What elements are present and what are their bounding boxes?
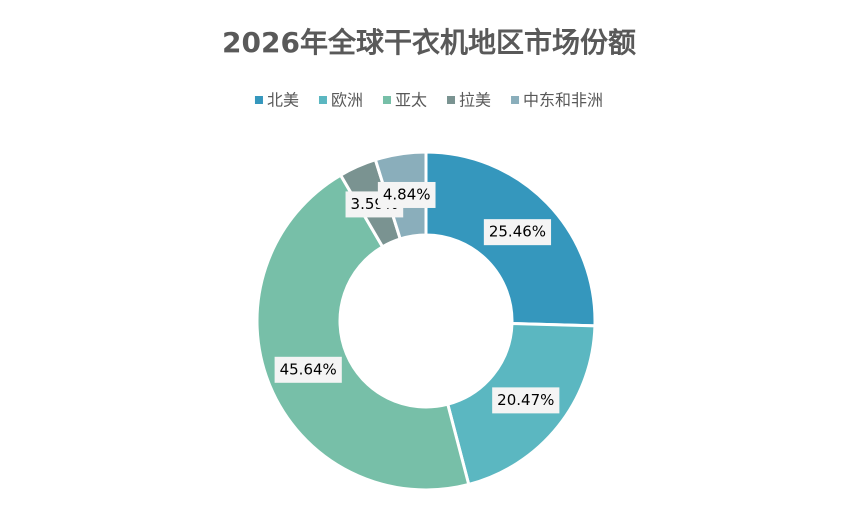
legend-label: 亚太 [395, 91, 427, 110]
legend-swatch [254, 96, 263, 104]
legend-label: 中东和非洲 [523, 91, 603, 110]
legend-swatch [511, 96, 520, 104]
slice [255, 173, 471, 492]
legend-swatch [447, 96, 456, 104]
data-label-text: 20.47% [497, 391, 554, 409]
chart-title: 2026年全球干衣机地区市场份额 [222, 26, 636, 59]
data-label: 25.46% [483, 219, 552, 246]
data-label: 45.64% [274, 356, 342, 383]
data-label-text: 25.46% [489, 223, 546, 241]
legend-swatch [318, 96, 327, 104]
legend-label: 北美 [267, 91, 299, 110]
legend-label: 拉美 [459, 91, 491, 110]
data-label-text: 45.64% [280, 360, 337, 378]
label-bg [274, 356, 342, 383]
legend-swatch [382, 96, 391, 104]
label-bg [492, 387, 560, 414]
label-bg [377, 181, 436, 208]
label-bg [483, 219, 552, 246]
data-label: 4.84% [377, 181, 436, 208]
legend-label: 欧洲 [331, 91, 363, 110]
data-label: 20.47% [492, 387, 560, 414]
data-label-text: 4.84% [383, 185, 431, 203]
